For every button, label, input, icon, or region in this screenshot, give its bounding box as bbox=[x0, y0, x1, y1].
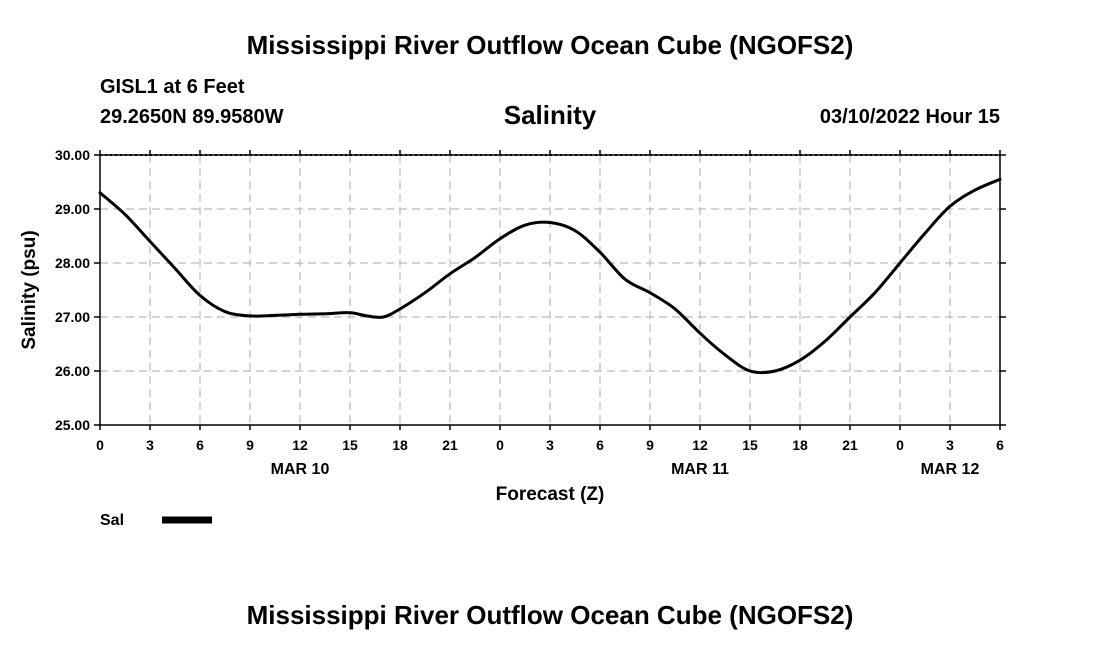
data-point bbox=[149, 240, 151, 243]
data-point bbox=[199, 294, 201, 297]
data-point bbox=[224, 310, 226, 313]
data-point bbox=[599, 251, 601, 253]
x-tick-label: 3 bbox=[546, 437, 554, 453]
y-tick-label: 27.00 bbox=[55, 309, 90, 325]
data-point bbox=[799, 359, 801, 362]
x-tick-label: 0 bbox=[496, 437, 504, 453]
x-tick-label: 3 bbox=[946, 437, 954, 453]
x-tick-label: 21 bbox=[842, 437, 858, 453]
x-axis: 0 3 6 9 12 15 18 21 0 3 6 9 12 15 18 21 0 3 6 MAR 10 MAR 11 M… bbox=[96, 150, 1004, 478]
x-tick-label: 21 bbox=[442, 437, 458, 453]
y-tick-label: 25.00 bbox=[55, 417, 90, 433]
x-tick-label: 18 bbox=[392, 437, 408, 453]
data-point bbox=[699, 332, 701, 335]
data-point bbox=[474, 256, 476, 259]
data-point bbox=[424, 291, 426, 294]
station-coordinates: 29.2650N 89.9580W bbox=[100, 106, 284, 128]
data-point bbox=[774, 370, 776, 372]
chart-title: Salinity bbox=[503, 100, 597, 130]
y-axis: 25.00 26.00 27.00 28.00 29.00 30.00 bbox=[55, 147, 1006, 433]
data-point bbox=[849, 316, 851, 318]
x-tick-label: 18 bbox=[792, 437, 808, 453]
grid bbox=[100, 155, 1000, 425]
x-tick-label: 6 bbox=[596, 437, 604, 453]
data-point bbox=[349, 311, 351, 314]
data-point bbox=[99, 192, 101, 194]
data-point bbox=[524, 224, 526, 226]
x-tick-label: 9 bbox=[246, 437, 254, 453]
legend: Sal bbox=[100, 512, 212, 529]
data-point bbox=[399, 308, 401, 310]
data-point bbox=[674, 308, 676, 310]
footer-title: Mississippi River Outflow Ocean Cube (NG… bbox=[246, 600, 854, 630]
x-tick-label: 9 bbox=[646, 437, 654, 453]
x-tick-label: 12 bbox=[692, 437, 708, 453]
data-point bbox=[324, 312, 326, 315]
legend-label: Sal bbox=[100, 512, 124, 529]
y-tick-label: 28.00 bbox=[55, 255, 90, 271]
x-tick-label: 6 bbox=[196, 437, 204, 453]
data-point bbox=[649, 291, 651, 294]
data-point bbox=[299, 313, 301, 316]
x-tick-label: 0 bbox=[96, 437, 104, 453]
data-point bbox=[174, 267, 176, 270]
data-point bbox=[874, 291, 876, 294]
data-point bbox=[624, 278, 626, 281]
x-day-label: MAR 10 bbox=[271, 461, 330, 478]
data-point bbox=[499, 237, 501, 240]
data-point bbox=[574, 229, 576, 232]
series-line-sal bbox=[98, 177, 1002, 375]
data-point bbox=[449, 273, 451, 275]
data-point bbox=[382, 316, 385, 318]
data-point bbox=[749, 370, 751, 372]
forecast-datetime: 03/10/2022 Hour 15 bbox=[819, 106, 1000, 128]
x-axis-label: Forecast (Z) bbox=[496, 484, 605, 505]
y-tick-label: 29.00 bbox=[55, 201, 90, 217]
data-point bbox=[274, 314, 276, 317]
y-tick-label: 30.00 bbox=[55, 147, 90, 163]
x-tick-label: 12 bbox=[292, 437, 308, 453]
data-point bbox=[249, 315, 251, 317]
y-axis-label: Salinity (psu) bbox=[19, 230, 40, 349]
data-point bbox=[724, 354, 726, 356]
data-point bbox=[949, 205, 951, 208]
x-day-label: MAR 11 bbox=[671, 461, 729, 478]
x-tick-label: 6 bbox=[996, 437, 1004, 453]
x-tick-label: 15 bbox=[742, 437, 758, 453]
data-point bbox=[924, 232, 926, 235]
main-title: Mississippi River Outflow Ocean Cube (NG… bbox=[246, 30, 854, 60]
data-point bbox=[974, 189, 976, 191]
data-point bbox=[899, 262, 901, 264]
series bbox=[98, 177, 1002, 375]
x-tick-label: 3 bbox=[146, 437, 154, 453]
data-point bbox=[365, 315, 368, 317]
data-point bbox=[999, 178, 1001, 181]
data-point bbox=[549, 221, 551, 224]
data-point bbox=[124, 213, 126, 216]
x-tick-label: 15 bbox=[342, 437, 358, 453]
x-tick-label: 0 bbox=[896, 437, 904, 453]
data-point bbox=[824, 340, 826, 343]
y-tick-label: 26.00 bbox=[55, 363, 90, 379]
x-day-label: MAR 12 bbox=[921, 461, 980, 478]
station-name: GISL1 at 6 Feet bbox=[100, 76, 245, 98]
